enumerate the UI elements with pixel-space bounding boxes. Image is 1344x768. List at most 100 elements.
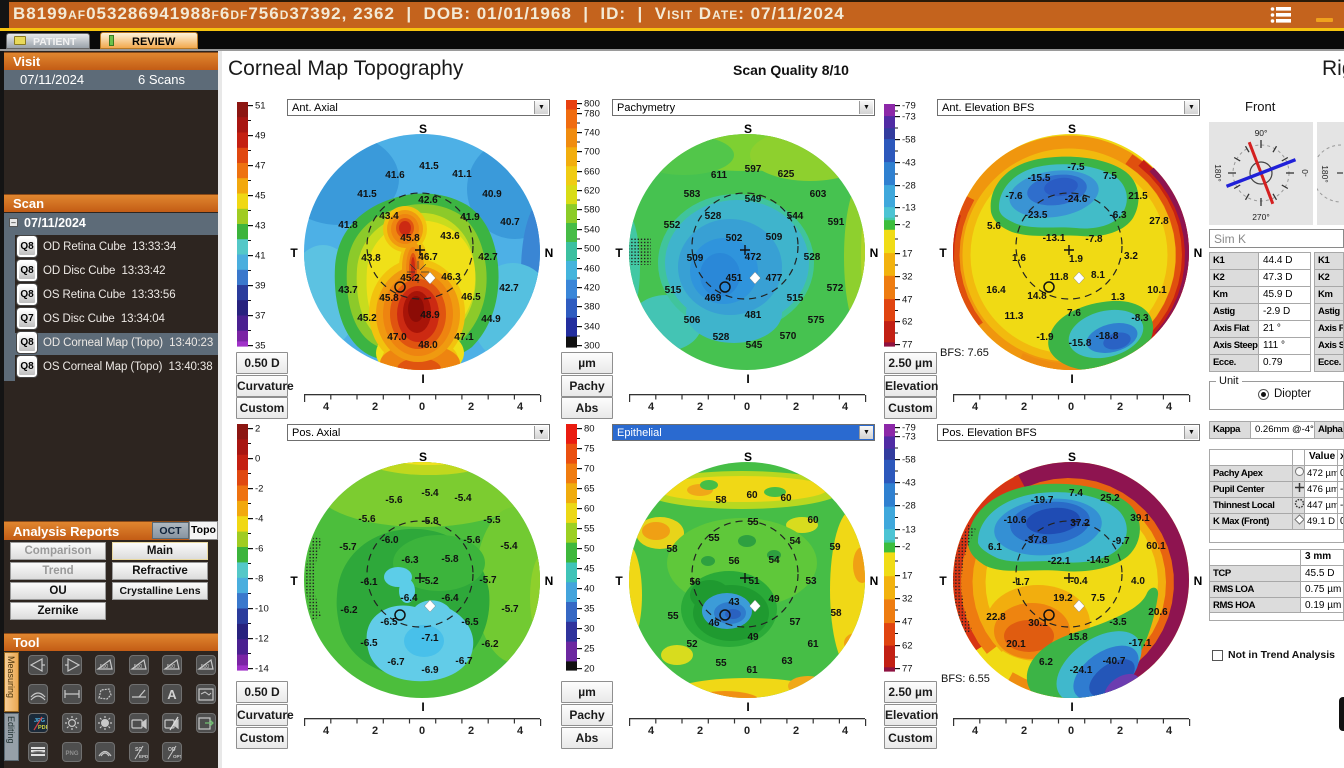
svg-text:515: 515 xyxy=(665,285,682,296)
svg-text:500: 500 xyxy=(584,244,600,255)
svg-text:502: 502 xyxy=(726,233,743,244)
svg-text:-5.4: -5.4 xyxy=(500,541,518,552)
svg-text:70: 70 xyxy=(584,464,595,475)
svg-text:2: 2 xyxy=(697,401,703,413)
svg-text:43.6: 43.6 xyxy=(440,231,460,242)
svg-text:65: 65 xyxy=(584,484,595,495)
svg-text:37: 37 xyxy=(255,311,266,322)
svg-text:42.7: 42.7 xyxy=(478,252,498,263)
svg-text:780: 780 xyxy=(584,109,600,120)
svg-text:43: 43 xyxy=(255,221,266,232)
svg-text:PNG: PNG xyxy=(65,751,78,757)
svg-text:544: 544 xyxy=(787,211,804,222)
svg-text:420: 420 xyxy=(584,283,600,294)
svg-text:N: N xyxy=(870,574,879,588)
svg-text:43: 43 xyxy=(728,597,740,608)
svg-text:41.5: 41.5 xyxy=(357,189,377,200)
svg-text:-13.1: -13.1 xyxy=(1043,233,1066,244)
svg-text:55: 55 xyxy=(708,533,720,544)
svg-text:40: 40 xyxy=(584,584,595,595)
svg-text:700: 700 xyxy=(584,147,600,158)
svg-text:1.3: 1.3 xyxy=(1111,292,1125,303)
svg-text:4: 4 xyxy=(517,401,524,413)
svg-text:42.6: 42.6 xyxy=(418,195,438,206)
svg-text:-3.5: -3.5 xyxy=(1109,617,1127,628)
svg-text:-43: -43 xyxy=(902,158,916,169)
svg-text:-14: -14 xyxy=(255,664,269,675)
svg-text:-73: -73 xyxy=(902,432,916,443)
svg-text:77: 77 xyxy=(902,664,913,675)
svg-text:63: 63 xyxy=(781,656,793,667)
svg-text:-2: -2 xyxy=(902,220,910,231)
svg-text:477: 477 xyxy=(766,273,783,284)
svg-text:45.2: 45.2 xyxy=(400,273,420,284)
svg-text:-28: -28 xyxy=(902,181,916,192)
svg-text:I: I xyxy=(421,700,424,714)
svg-text:47: 47 xyxy=(902,295,913,306)
svg-text:583: 583 xyxy=(684,189,701,200)
svg-text:2: 2 xyxy=(1117,725,1123,737)
svg-text:47: 47 xyxy=(902,617,913,628)
svg-text:56: 56 xyxy=(728,556,740,567)
svg-text:SC: SC xyxy=(135,747,142,753)
svg-text:43.7: 43.7 xyxy=(338,285,358,296)
svg-text:N: N xyxy=(545,246,554,260)
svg-text:49: 49 xyxy=(747,632,759,643)
svg-text:47.1: 47.1 xyxy=(454,332,474,343)
svg-text:-5.7: -5.7 xyxy=(501,604,519,615)
svg-text:2: 2 xyxy=(1021,725,1027,737)
svg-text:-0: -0 xyxy=(1300,169,1310,177)
svg-text:19.2: 19.2 xyxy=(1053,593,1073,604)
svg-text:48.9: 48.9 xyxy=(420,310,440,321)
svg-text:2: 2 xyxy=(255,424,260,435)
svg-text:55: 55 xyxy=(747,517,759,528)
svg-text:552: 552 xyxy=(664,220,681,231)
svg-text:S: S xyxy=(419,450,427,464)
svg-text:25: 25 xyxy=(584,644,595,655)
svg-text:44.9: 44.9 xyxy=(481,314,501,325)
svg-text:11.8: 11.8 xyxy=(1050,272,1069,283)
svg-text:-6.9: -6.9 xyxy=(421,665,439,676)
svg-text:-13: -13 xyxy=(902,525,916,536)
svg-text:-5.7: -5.7 xyxy=(479,575,497,586)
svg-text:380: 380 xyxy=(584,302,600,313)
svg-text:I: I xyxy=(421,372,424,386)
svg-text:472: 472 xyxy=(745,252,762,263)
svg-text:-5.5: -5.5 xyxy=(483,515,501,526)
svg-text:61: 61 xyxy=(807,639,819,650)
svg-text:42.7: 42.7 xyxy=(499,283,519,294)
svg-text:40.9: 40.9 xyxy=(482,189,502,200)
svg-text:46: 46 xyxy=(708,618,720,629)
svg-text:45: 45 xyxy=(584,564,595,575)
svg-text:62: 62 xyxy=(902,317,913,328)
svg-text:509: 509 xyxy=(766,232,783,243)
svg-text:55: 55 xyxy=(584,524,595,535)
svg-text:-10: -10 xyxy=(255,604,269,615)
svg-text:-40.7: -40.7 xyxy=(1103,656,1126,667)
svg-text:-7.1: -7.1 xyxy=(421,633,439,644)
svg-text:597: 597 xyxy=(745,164,762,175)
svg-text:469: 469 xyxy=(705,293,722,304)
svg-text:41.8: 41.8 xyxy=(338,220,358,231)
svg-text:2: 2 xyxy=(468,725,474,737)
svg-text:500: 500 xyxy=(133,664,142,670)
svg-text:-24.1: -24.1 xyxy=(1070,665,1093,676)
svg-text:528: 528 xyxy=(804,252,821,263)
svg-text:-6.5: -6.5 xyxy=(461,617,479,628)
svg-text:-6.5: -6.5 xyxy=(360,638,378,649)
svg-text:60.1: 60.1 xyxy=(1146,541,1166,552)
svg-text:800: 800 xyxy=(584,99,600,110)
svg-text:2: 2 xyxy=(793,401,799,413)
svg-text:55: 55 xyxy=(715,658,727,669)
svg-text:-9.7: -9.7 xyxy=(1112,536,1130,547)
svg-text:17: 17 xyxy=(902,571,913,582)
svg-text:-6.2: -6.2 xyxy=(340,605,358,616)
svg-text:4: 4 xyxy=(842,725,849,737)
svg-text:4: 4 xyxy=(517,725,524,737)
svg-text:4: 4 xyxy=(972,401,979,413)
svg-text:-6.5: -6.5 xyxy=(380,617,398,628)
svg-text:340: 340 xyxy=(584,322,600,333)
svg-text:45.8: 45.8 xyxy=(379,293,399,304)
svg-text:-5.4: -5.4 xyxy=(421,488,439,499)
svg-text:-7.8: -7.8 xyxy=(1085,234,1103,245)
